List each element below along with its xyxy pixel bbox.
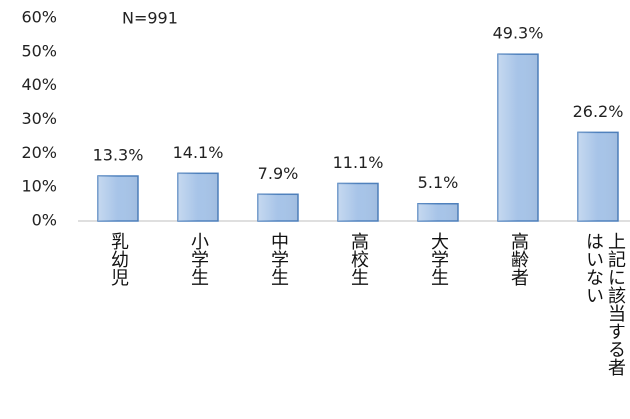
value-label: 7.9% bbox=[258, 164, 299, 183]
bar-shade bbox=[258, 194, 298, 221]
y-tick-label: 10% bbox=[21, 177, 57, 196]
bar-shade bbox=[338, 183, 378, 221]
x-tick-label: 中学生 bbox=[268, 232, 289, 286]
bar-shade bbox=[418, 203, 458, 221]
bar-shade bbox=[178, 173, 218, 221]
annotation: N=991 bbox=[122, 9, 178, 28]
y-tick-label: 50% bbox=[21, 41, 57, 60]
value-label: 11.1% bbox=[333, 153, 384, 172]
x-tick-label: 上記に該当する者はいない bbox=[583, 232, 626, 376]
x-tick-label: 乳幼児 bbox=[108, 232, 129, 286]
value-label: 14.1% bbox=[173, 143, 224, 162]
y-tick-label: 0% bbox=[32, 211, 57, 230]
value-label: 5.1% bbox=[418, 173, 459, 192]
bar-shade bbox=[498, 54, 538, 222]
y-tick-label: 30% bbox=[21, 109, 57, 128]
bar-shade bbox=[98, 176, 138, 221]
value-label: 26.2% bbox=[573, 102, 624, 121]
x-tick-label: 高齢者 bbox=[508, 232, 529, 286]
value-label: 13.3% bbox=[93, 146, 144, 165]
bar-shade bbox=[578, 132, 618, 221]
y-tick-label: 40% bbox=[21, 75, 57, 94]
x-tick-label: 小学生 bbox=[188, 232, 209, 286]
y-tick-label: 60% bbox=[21, 8, 57, 27]
value-label: 49.3% bbox=[493, 24, 544, 43]
x-tick-label: 高校生 bbox=[348, 232, 369, 286]
x-tick-label: 大学生 bbox=[428, 232, 449, 286]
y-tick-label: 20% bbox=[21, 143, 57, 162]
